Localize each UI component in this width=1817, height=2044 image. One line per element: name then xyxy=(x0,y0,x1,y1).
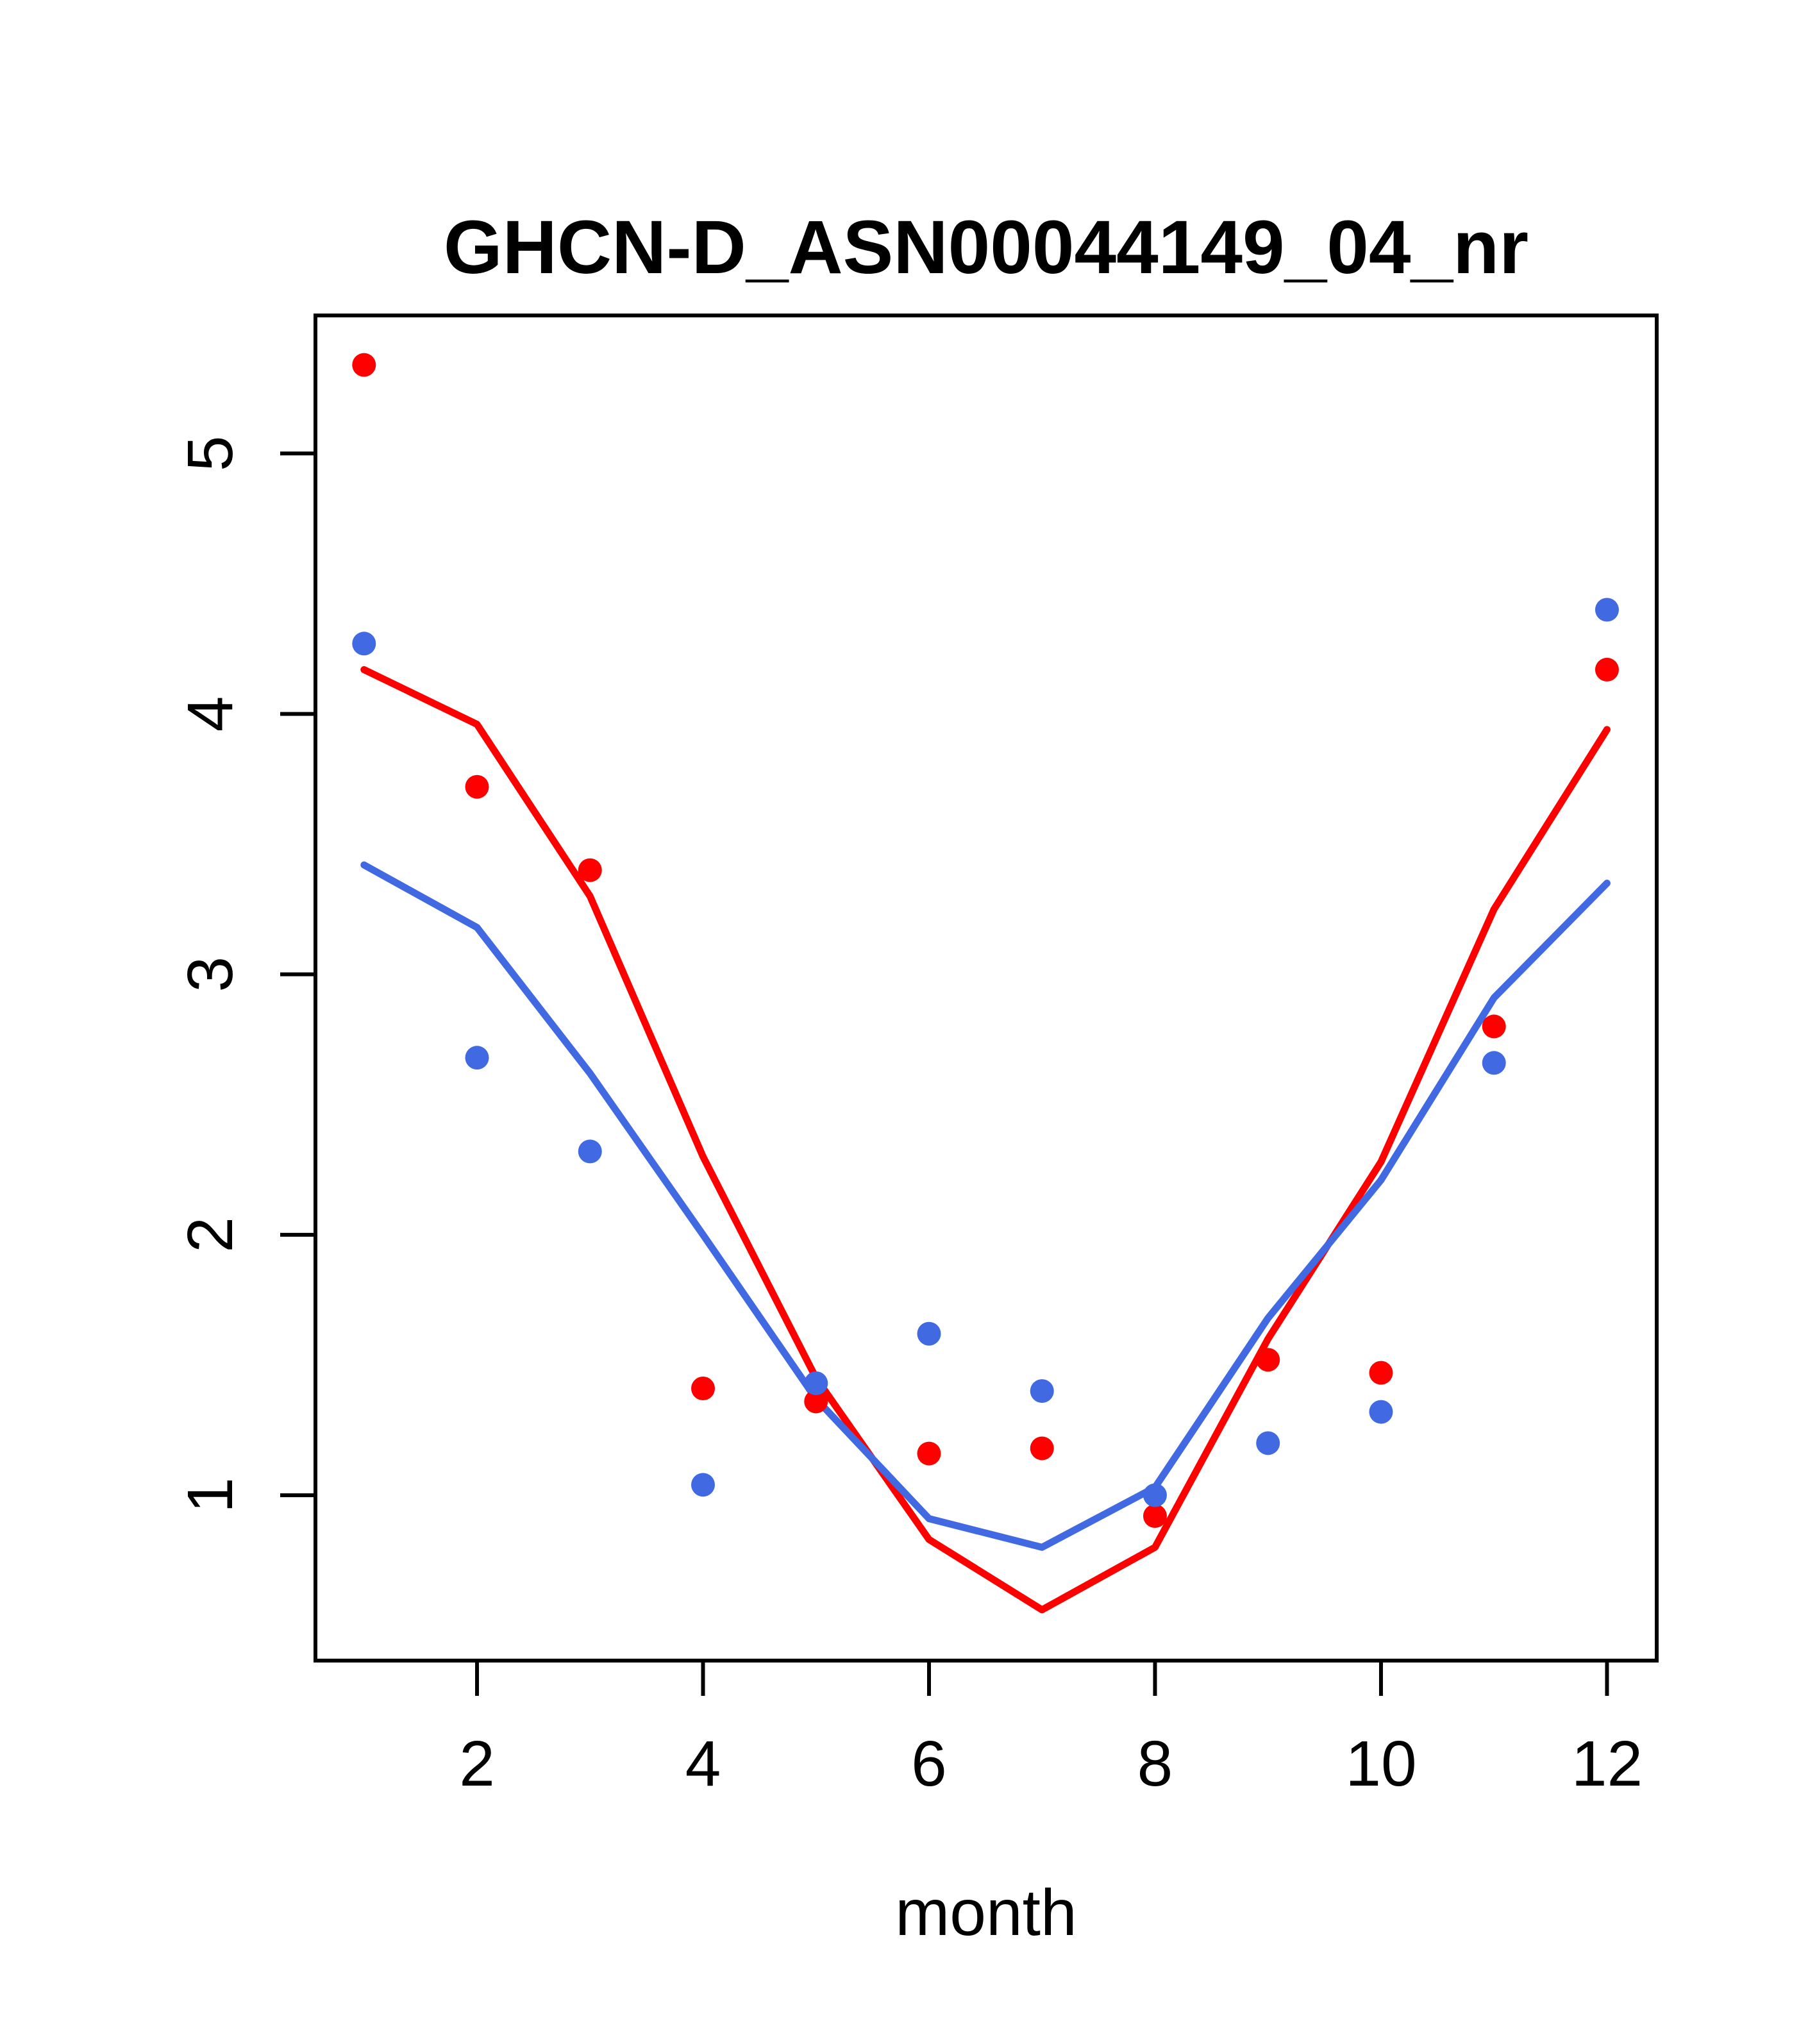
red-point xyxy=(352,353,376,377)
red-point xyxy=(691,1377,716,1401)
blue-point xyxy=(1595,598,1619,622)
x-tick-label: 6 xyxy=(911,1728,947,1800)
x-tick-label: 12 xyxy=(1571,1728,1643,1800)
blue-point xyxy=(1369,1400,1393,1424)
blue-point xyxy=(804,1371,828,1395)
y-tick-label: 2 xyxy=(174,1217,246,1253)
y-tick-label: 4 xyxy=(174,696,246,732)
y-tick-label: 3 xyxy=(174,957,246,993)
red-point xyxy=(917,1441,941,1466)
red-point xyxy=(1143,1504,1167,1529)
red-point xyxy=(465,775,489,799)
blue-point xyxy=(1256,1431,1280,1455)
red-point xyxy=(1030,1436,1054,1461)
red-point xyxy=(1256,1348,1280,1372)
chart-title: GHCN-D_ASN00044149_04_nr xyxy=(443,205,1529,290)
red-point xyxy=(578,858,602,882)
blue-point xyxy=(1030,1379,1054,1403)
blue-point xyxy=(1482,1051,1506,1075)
red-point xyxy=(804,1389,828,1414)
blue-point xyxy=(352,632,376,656)
blue-point xyxy=(691,1473,716,1497)
red-smooth-line xyxy=(360,666,1611,1614)
x-tick-label: 2 xyxy=(459,1728,495,1800)
x-tick-label: 10 xyxy=(1345,1728,1416,1800)
red-point xyxy=(1369,1361,1393,1385)
y-tick-label: 1 xyxy=(174,1477,246,1513)
x-tick-label: 8 xyxy=(1137,1728,1173,1800)
blue-point xyxy=(465,1046,489,1070)
blue-point xyxy=(578,1139,602,1164)
plot-border xyxy=(314,314,1659,1663)
blue-point xyxy=(917,1321,941,1346)
red-point xyxy=(1595,657,1619,682)
x-tick-label: 4 xyxy=(685,1728,721,1800)
blue-smooth-line xyxy=(360,861,1611,1551)
blue-point xyxy=(1143,1483,1167,1507)
red-point xyxy=(1482,1014,1506,1039)
x-axis-label: month xyxy=(895,1876,1077,1949)
y-tick-label: 5 xyxy=(174,435,246,471)
